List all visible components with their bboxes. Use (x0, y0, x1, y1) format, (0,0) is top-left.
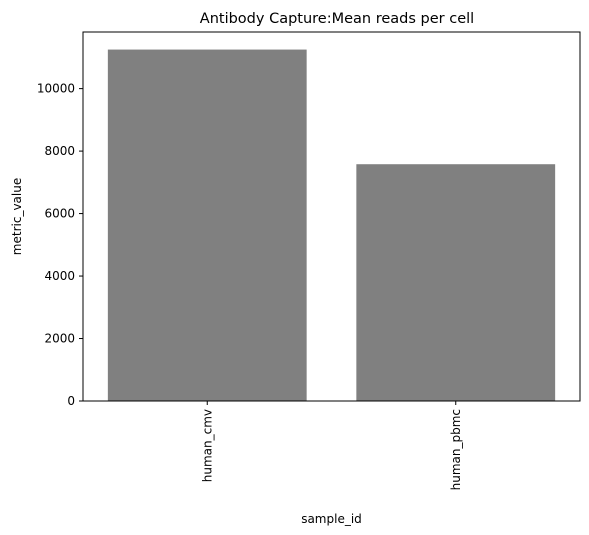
bars-layer (107, 49, 556, 401)
x-tick-label: human_cmv (200, 409, 214, 482)
chart-title: Antibody Capture:Mean reads per cell (200, 11, 474, 27)
y-axis-label: metric_value (10, 178, 24, 255)
y-tick-label: 10000 (37, 82, 75, 96)
y-tick-label: 8000 (44, 144, 75, 158)
x-axis-label: sample_id (301, 512, 362, 526)
x-tick-label: human_pbmc (449, 409, 463, 490)
bar-human_pbmc (356, 164, 556, 401)
y-axis: 0 2000 4000 6000 8000 10000 (37, 82, 83, 408)
y-tick-label: 2000 (44, 332, 75, 346)
x-axis: human_cmv human_pbmc (200, 401, 463, 490)
bar-human_cmv (107, 49, 307, 401)
y-tick-label: 0 (67, 394, 75, 408)
y-tick-label: 6000 (44, 207, 75, 221)
plot-frame (82, 31, 581, 402)
y-tick-label: 4000 (44, 269, 75, 283)
